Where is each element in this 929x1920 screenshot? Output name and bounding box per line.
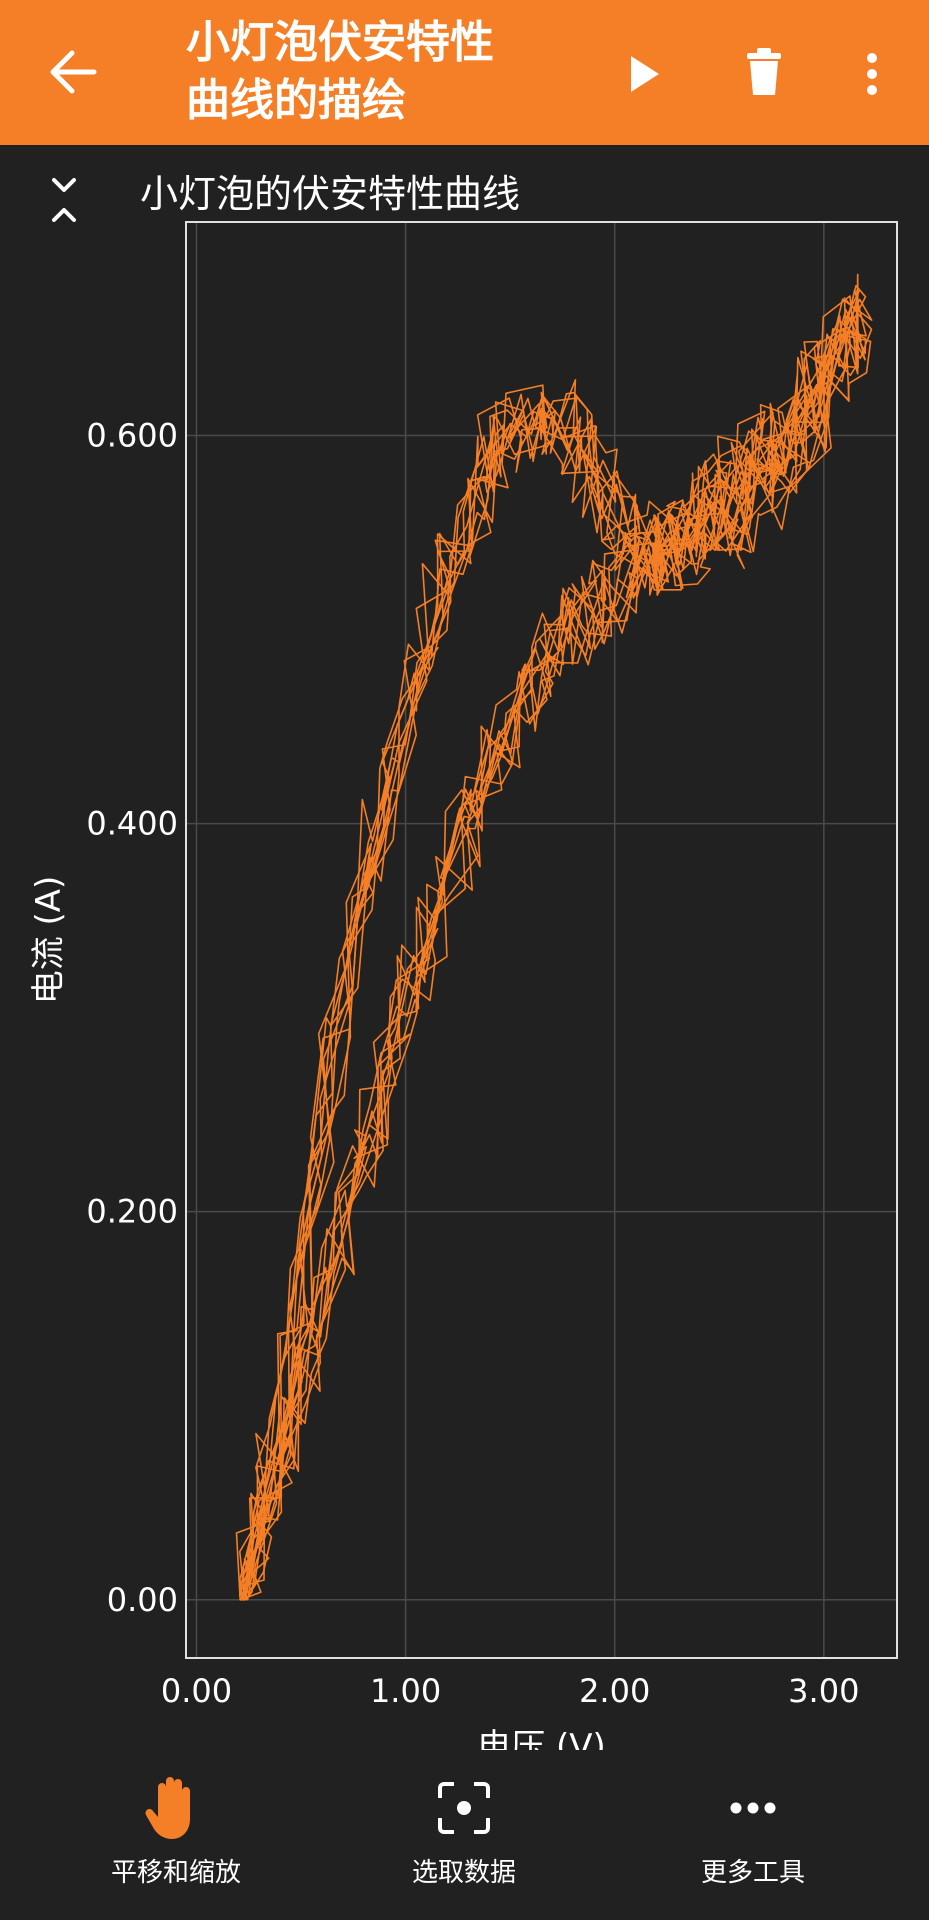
iv-chart[interactable]: 0.00 1.00 2.00 3.00 0.00 0.200 0.400 0.600 电压 (… [0,210,929,1750]
iv-trace-line [239,298,873,1601]
grid-lines [186,222,897,1658]
select-data-label: 选取数据 [411,1858,516,1888]
iv-trace-line [239,297,873,1601]
more-options-button[interactable] [852,44,892,104]
play-icon [631,56,659,92]
delete-icon [747,48,781,95]
collapse-icon [52,178,76,222]
play-button[interactable] [618,44,670,104]
x-tick-label: 3.00 [788,1672,859,1710]
hand-icon [145,1777,190,1839]
iv-trace-line [239,315,866,1601]
iv-trace-line [238,290,860,1601]
plot-frame [185,221,898,1659]
x-axis-label: 电压 (V) [477,1727,606,1750]
bottom-toolbar: 平移和缩放 选取数据 更多工具 [0,1760,929,1920]
y-tick-label: 0.200 [86,1193,178,1231]
x-tick-label: 2.00 [579,1672,650,1710]
x-tick-label: 0.00 [161,1672,232,1710]
more-vert-icon [867,53,877,95]
y-axis-label: 电流 (A) [29,876,69,1005]
graph-title: 小灯泡的伏安特性曲线 [140,172,521,216]
data-traces [235,273,873,1601]
pan-zoom-label: 平移和缩放 [110,1858,241,1888]
y-tick-label: 0.00 [107,1581,178,1619]
app-bar: 小灯泡伏安特性 曲线的描绘 [0,0,929,145]
delete-button[interactable] [738,40,790,104]
pan-zoom-tool[interactable]: 平移和缩放 [66,1760,286,1890]
tick-labels: 0.00 1.00 2.00 3.00 0.00 0.200 0.400 0.600 [86,416,859,1710]
collapse-graph-button[interactable] [44,174,84,226]
y-tick-label: 0.600 [86,416,178,454]
iv-trace-line [235,273,859,1600]
iv-trace-line [238,308,867,1601]
x-tick-label: 1.00 [370,1672,441,1710]
back-arrow-icon [50,50,97,94]
back-button[interactable] [38,42,108,102]
more-tools-label: 更多工具 [700,1858,805,1888]
iv-trace-line [242,333,872,1600]
select-data-icon [438,1782,490,1834]
select-data-tool[interactable]: 选取数据 [354,1760,574,1890]
more-horiz-icon [730,1802,776,1814]
y-tick-label: 0.400 [86,805,178,843]
app-title: 小灯泡伏安特性 曲线的描绘 [186,17,494,126]
more-tools[interactable]: 更多工具 [643,1760,863,1890]
